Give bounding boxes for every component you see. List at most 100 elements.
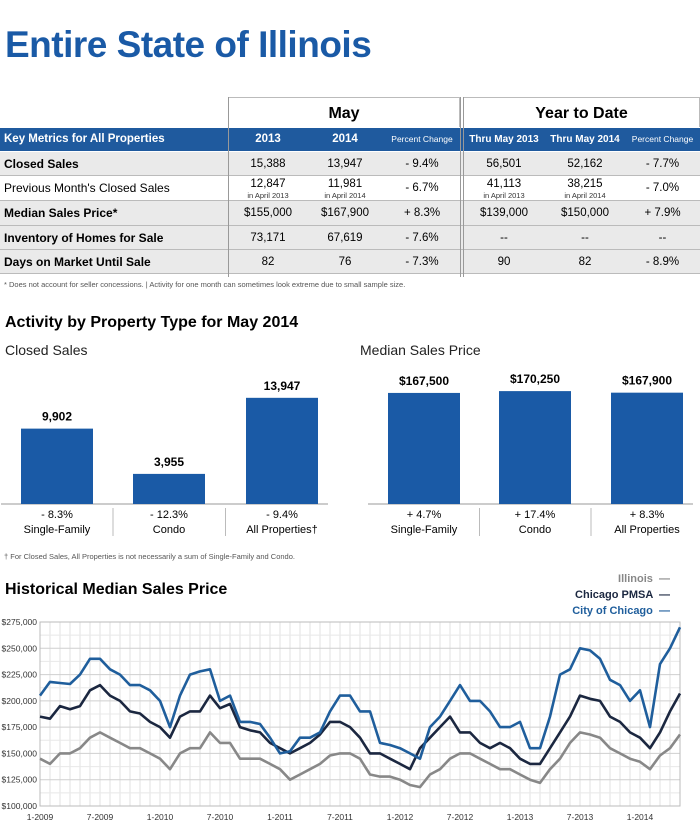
metric-value-text: --	[500, 232, 508, 244]
header-percent-change: Percent Change	[391, 134, 453, 144]
metric-row: Inventory of Homes for Sale 73,171 67,619 -…	[0, 226, 700, 250]
metric-value-y2014: 82	[545, 256, 625, 268]
metric-value-text: - 8.9%	[645, 256, 680, 268]
activity-heading: Activity by Property Type for May 2014	[5, 314, 299, 331]
metric-label: Previous Month's Closed Sales	[4, 181, 170, 195]
y-tick-label: $150,000	[2, 748, 38, 758]
bar	[21, 428, 93, 504]
metric-value-ypct: --	[625, 232, 700, 244]
metric-value-v2014: 76	[305, 256, 385, 268]
metric-label: Inventory of Homes for Sale	[4, 231, 164, 245]
x-tick-label: 7-2010	[207, 812, 234, 822]
metric-value-y2014: 38,215 in April 2014	[545, 178, 625, 202]
metric-value-v2014: 13,947	[305, 158, 385, 170]
header-key-metrics: Key Metrics for All Properties	[4, 133, 165, 145]
bar-pct-label: + 4.7%	[407, 509, 442, 521]
metric-value-text: 56,501	[486, 158, 522, 170]
metric-value-v2013: 82	[228, 256, 308, 268]
y-tick-label: $200,000	[2, 696, 38, 706]
activity-footnote: † For Closed Sales, All Properties is no…	[4, 552, 295, 561]
group-header-may: May	[228, 97, 460, 127]
metric-value-text: 12,847	[250, 178, 286, 190]
x-tick-label: 7-2012	[447, 812, 474, 822]
metric-value-text: $155,000	[244, 207, 292, 219]
metric-value-y2013: 41,113 in April 2013	[463, 178, 545, 202]
metric-value-ypct: - 8.9%	[625, 256, 700, 268]
bar	[246, 397, 318, 504]
y-tick-label: $125,000	[2, 775, 38, 785]
metric-value-text: + 8.3%	[403, 207, 441, 219]
y-tick-label: $225,000	[2, 670, 38, 680]
metric-value-text: $150,000	[561, 207, 609, 219]
metric-value-pct: + 8.3%	[383, 207, 461, 219]
metric-value-text: 90	[497, 256, 511, 268]
bar-category-label: Single-Family	[24, 524, 91, 536]
bar	[611, 392, 683, 504]
metric-row: Previous Month's Closed Sales 12,847 in Ap…	[0, 176, 700, 201]
bar-value-label: $167,900	[622, 374, 672, 388]
metric-subtext: in April 2013	[247, 191, 289, 200]
metric-value-text: 73,171	[250, 232, 286, 244]
metric-value-text: $167,900	[321, 207, 369, 219]
bar-category-label: Condo	[153, 524, 185, 536]
historical-line-chart: $100,000 $125,000 $150,000 $175,000 $200,000…	[2, 617, 682, 822]
metric-value-text: 13,947	[327, 158, 363, 170]
metric-value-text: 67,619	[327, 232, 363, 244]
metric-value-pct: - 7.6%	[383, 232, 461, 244]
table-header-bar	[0, 128, 700, 151]
metric-value-text: - 9.4%	[405, 158, 439, 170]
bar	[499, 391, 571, 504]
bar	[133, 473, 205, 504]
metric-value-y2013: 56,501	[463, 158, 545, 170]
metric-row: Days on Market Until Sale 82 76 - 7.3% 90 82 -…	[0, 250, 700, 274]
x-tick-label: 1-2011	[267, 812, 293, 822]
closed-sales-bar-chart: 9,902 - 8.3% Single-Family 3,955 - 12.3% Cond…	[1, 379, 328, 536]
bar-category-label: All Properties†	[246, 524, 318, 536]
bar-value-label: 3,955	[154, 455, 184, 469]
metric-value-text: --	[581, 232, 589, 244]
legend-city-of-chicago: City of Chicago —	[572, 605, 670, 617]
y-tick-label: $250,000	[2, 643, 38, 653]
metric-subtext: in April 2014	[564, 191, 606, 200]
y-tick-label: $275,000	[2, 617, 38, 627]
header-thru-may-2014: Thru May 2014	[550, 134, 620, 145]
series-line-2	[38, 626, 682, 760]
metric-value-ypct: + 7.9%	[625, 207, 700, 219]
plot-frame	[39, 621, 681, 807]
legend-illinois: Illinois —	[618, 573, 670, 585]
y-tick-label: $175,000	[2, 722, 38, 732]
metric-value-text: - 6.7%	[405, 182, 439, 194]
x-tick-label: 1-2012	[387, 812, 414, 822]
metric-value-text: 15,388	[250, 158, 286, 170]
metric-value-text: 11,981	[327, 178, 363, 190]
metric-value-text: 76	[338, 256, 352, 268]
metric-value-y2013: --	[463, 232, 545, 244]
group-header-ytd: Year to Date	[463, 97, 700, 127]
metric-subtext: in April 2013	[483, 191, 525, 200]
metric-value-y2013: $139,000	[463, 207, 545, 219]
metric-value-text: - 7.3%	[405, 256, 439, 268]
series-line-0	[39, 731, 682, 789]
x-tick-label: 1-2009	[27, 812, 54, 822]
x-tick-label: 7-2013	[567, 812, 594, 822]
series-line-1	[39, 683, 682, 771]
metric-value-y2014: --	[545, 232, 625, 244]
metric-value-v2014: 67,619	[305, 232, 385, 244]
metric-value-v2013: 12,847 in April 2013	[228, 178, 308, 202]
x-tick-label: 7-2009	[87, 812, 114, 822]
metric-value-v2014: 11,981 in April 2014	[305, 178, 385, 202]
bar-category-label: Single-Family	[391, 524, 458, 536]
bar-pct-label: - 9.4%	[266, 509, 298, 521]
metric-value-text: - 7.7%	[645, 158, 680, 170]
metric-value-text: - 7.6%	[405, 232, 439, 244]
metric-value-text: 82	[578, 256, 592, 268]
historical-heading: Historical Median Sales Price	[5, 581, 228, 598]
metric-value-text: 41,113	[486, 178, 522, 190]
bar-value-label: 9,902	[42, 410, 72, 424]
metric-value-pct: - 7.3%	[383, 256, 461, 268]
metric-value-pct: - 6.7%	[383, 182, 461, 194]
bar-value-label: $167,500	[399, 374, 449, 388]
bar-pct-label: + 8.3%	[630, 509, 665, 521]
metric-subtext: in April 2014	[324, 191, 366, 200]
metric-value-text: 38,215	[567, 178, 603, 190]
